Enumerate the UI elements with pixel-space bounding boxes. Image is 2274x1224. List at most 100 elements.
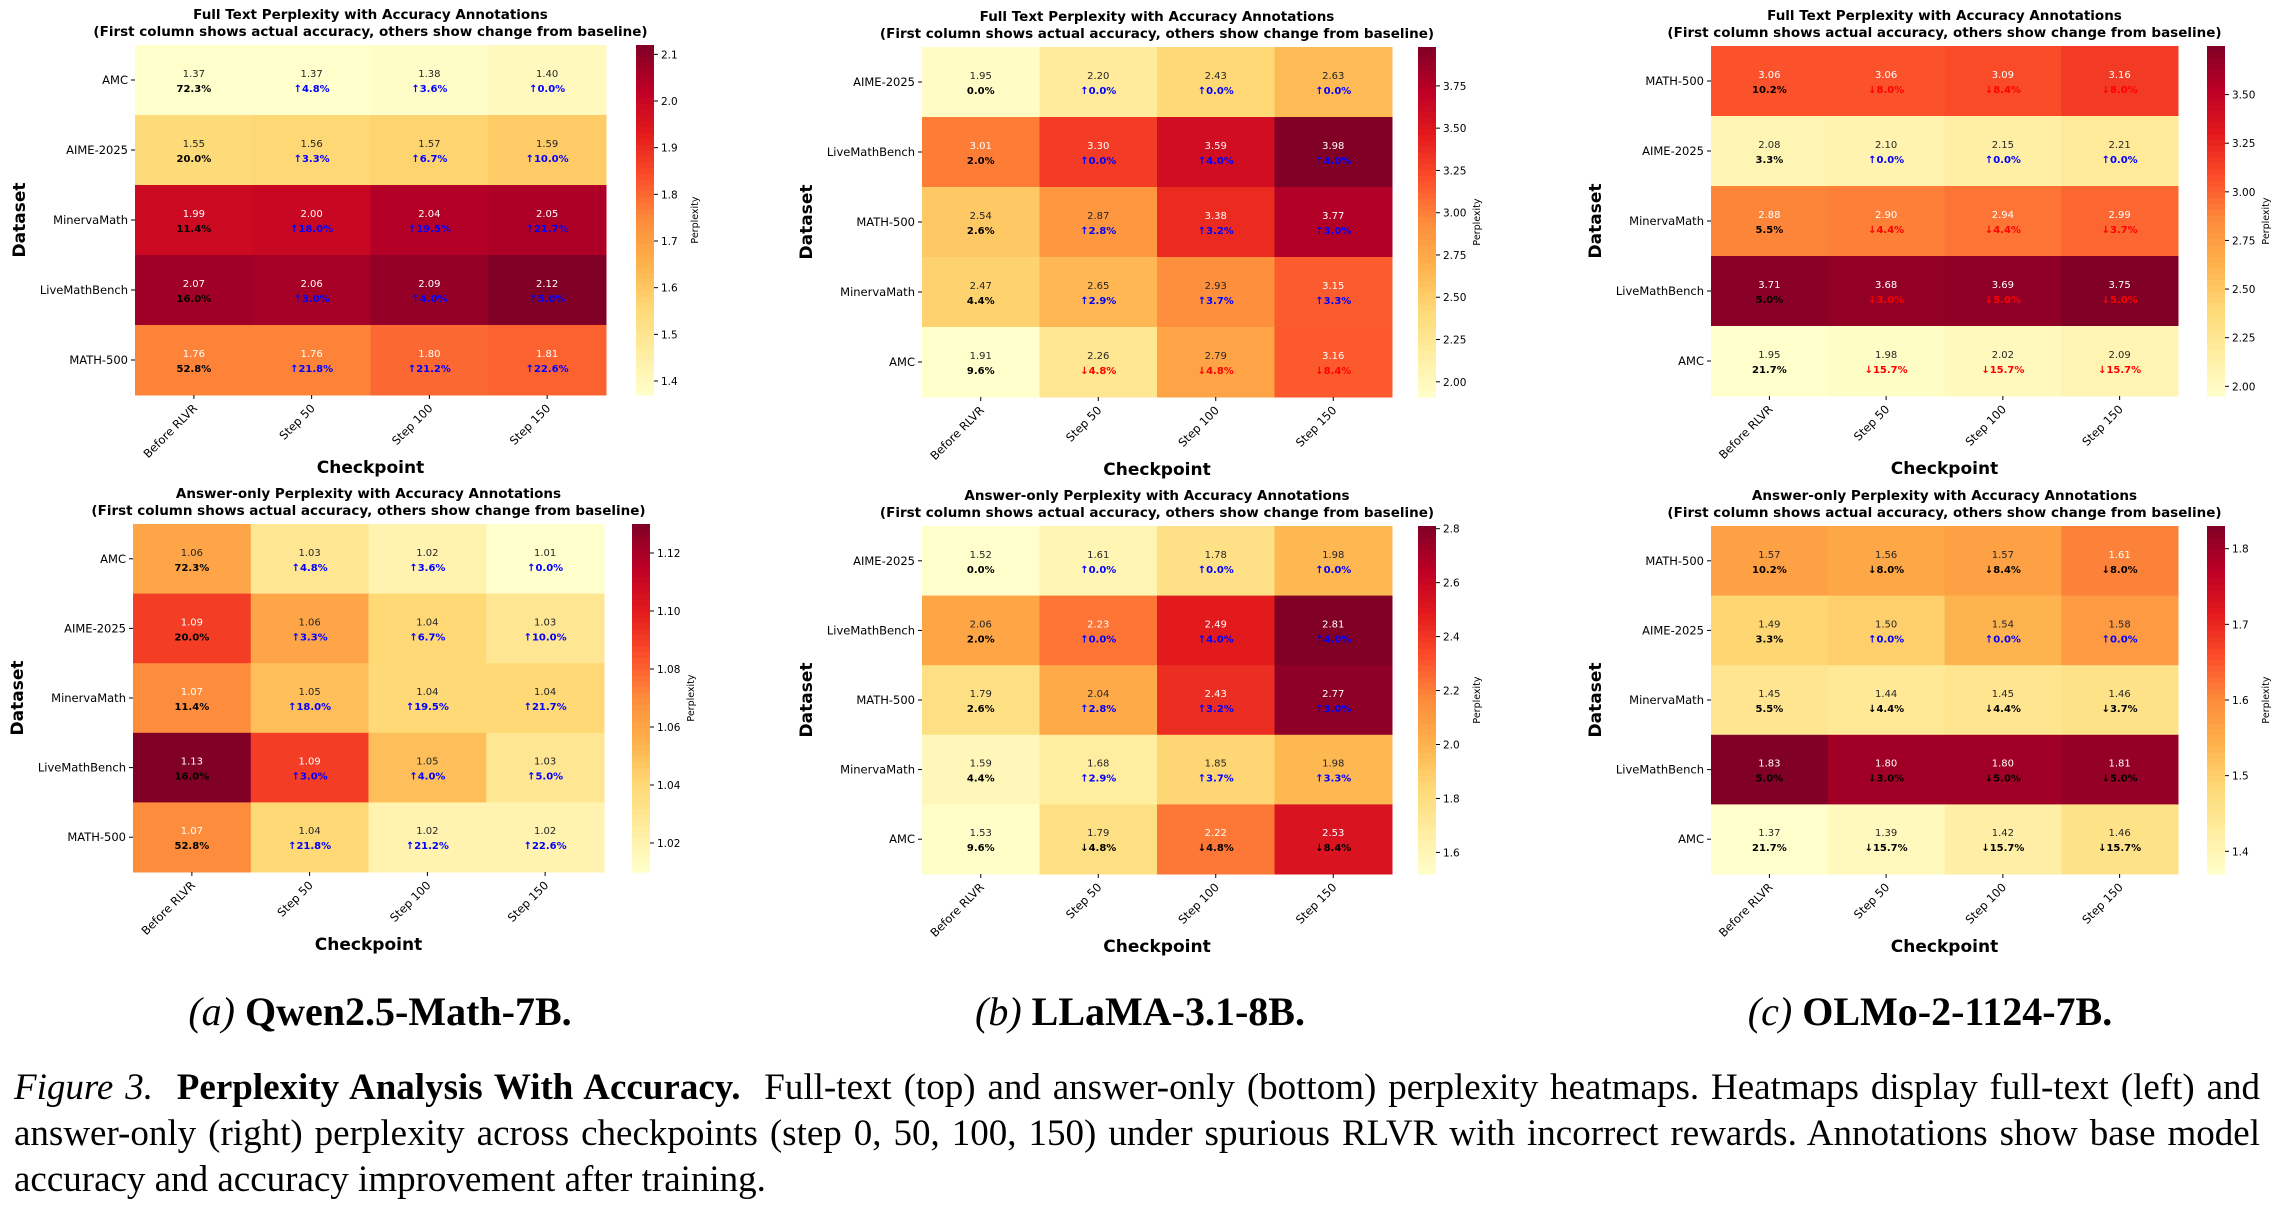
panel-3-colorbar-segment: [2207, 203, 2225, 210]
panel-2-cell-annotation: ↑3.7%: [1198, 296, 1234, 307]
panel-4-title-line-2: (First column shows actual accuracy, oth…: [91, 503, 645, 519]
panel-5-cell-value: 1.61: [1087, 550, 1109, 561]
panel-4-cell-value: 1.06: [181, 548, 203, 559]
panel-2-colorbar-segment: [1418, 350, 1436, 357]
panel-5-cell: [1274, 526, 1393, 597]
panel-6-colorbar-segment: [2207, 682, 2225, 689]
panel-6-cell-annotation: 3.3%: [1756, 634, 1784, 645]
panel-5-cell-annotation: ↑0.0%: [1198, 565, 1234, 576]
panel-4-cell-value: 1.03: [534, 617, 556, 628]
panel-5-colorbar-segment: [1418, 560, 1436, 568]
panel-6-colorbar-tick-label: 1.6: [2232, 695, 2249, 707]
panel-4-cell-value: 1.03: [534, 757, 556, 768]
panel-1-colorbar-segment: [636, 266, 654, 274]
panel-2-cell-value: 2.65: [1087, 281, 1109, 292]
panel-4-colorbar-segment: [632, 611, 650, 618]
panel-1-xtick-label: Step 50: [276, 401, 317, 442]
panel-3-colorbar-segment: [2207, 256, 2225, 263]
subcaption-c-name: OLMo-2-1124-7B.: [1802, 989, 2113, 1034]
panel-6-colorbar-segment: [2207, 601, 2225, 608]
panel-2-cell: [1274, 187, 1393, 258]
panel-1-colorbar-segment: [636, 208, 654, 215]
panel-4-cell-value: 1.04: [416, 687, 438, 698]
panel-4-cell-value: 1.07: [181, 826, 203, 837]
panel-6-cell-annotation: ↓15.7%: [1865, 843, 1908, 854]
panel-2-cell-annotation: ↑0.0%: [1080, 156, 1116, 167]
panel-1-colorbar-tick-label: 1.7: [661, 236, 678, 248]
panel-5-cell: [1157, 526, 1275, 597]
panel-1-colorbar-segment: [636, 365, 654, 373]
panel-5-cell-value: 1.98: [1322, 759, 1344, 770]
panel-3-cell-annotation: ↑0.0%: [2102, 155, 2138, 166]
panel-6-cell-annotation: ↓5.0%: [2102, 774, 2138, 785]
panel-2-cell-value: 1.95: [970, 71, 992, 82]
panel-1-colorbar-segment: [636, 80, 654, 87]
panel-5-cell: [1274, 804, 1393, 875]
panel-5-cell: [922, 526, 1040, 597]
panel-1-cell: [135, 325, 254, 396]
panel-4-cell-annotation: 52.8%: [175, 841, 210, 852]
panel-5-cell: [1157, 595, 1275, 666]
panel-3-colorbar-segment: [2207, 191, 2225, 199]
panel-1-cell: [370, 45, 489, 116]
panel-1-cell-annotation: ↑19.5%: [408, 224, 451, 235]
panel-2-colorbar-segment: [1418, 315, 1436, 322]
panel-6-colorbar-segment: [2207, 676, 2225, 684]
panel-3-colorbar-segment: [2207, 337, 2225, 345]
panel-1-cell-annotation: ↑4.0%: [411, 294, 447, 305]
panel-1-colorbar-segment: [636, 360, 654, 367]
panel-2-colorbar-segment: [1418, 222, 1436, 229]
panel-5-cell: [1157, 665, 1275, 736]
panel-4-cell-value: 1.07: [181, 687, 203, 698]
panel-4-cell-value: 1.02: [534, 826, 556, 837]
panel-4-cell-annotation: ↑21.7%: [524, 702, 567, 713]
panel-1-cell-value: 2.04: [418, 209, 440, 220]
panel-6-colorbar-segment: [2207, 560, 2225, 568]
panel-1-cell-annotation: 20.0%: [177, 154, 212, 165]
panel-6-colorbar-segment: [2207, 543, 2225, 550]
panel-5-colorbar-segment: [1418, 798, 1436, 805]
panel-1-cell: [370, 185, 489, 256]
panel-5-cell: [922, 734, 1040, 805]
panel-1-colorbar-segment: [636, 132, 654, 139]
subcaption-b-name: LLaMA-3.1-8B.: [1031, 989, 1305, 1034]
panel-1-cell-value: 2.05: [536, 209, 558, 220]
panel-4-colorbar-segment: [632, 854, 650, 861]
panel-6-cell-value: 1.46: [2108, 689, 2130, 700]
panel-2-colorbar-segment: [1418, 274, 1436, 281]
panel-6-cell: [1711, 665, 1829, 736]
panel-4-colorbar-tick-label: 1.04: [657, 780, 681, 792]
panel-5-ylabel: Dataset: [797, 663, 817, 738]
panel-3-colorbar-segment: [2207, 314, 2225, 321]
panel-2-colorbar-segment: [1418, 327, 1436, 334]
panel-4-colorbar-segment: [632, 535, 650, 542]
panel-5-colorbar-segment: [1418, 821, 1436, 829]
panel-6-colorbar-segment: [2207, 624, 2225, 631]
panel-2-colorbar-segment: [1418, 198, 1436, 206]
panel-5-colorbar-segment: [1418, 740, 1436, 747]
panel-2-ytick-label: AMC: [889, 355, 915, 369]
panel-3-colorbar-tick-label: 2.00: [2232, 381, 2255, 393]
panel-6-colorbar-segment: [2207, 647, 2225, 655]
caption-title: Perplexity Analysis With Accuracy.: [176, 1067, 741, 1108]
panel-4-ytick-label: MinervaMath: [51, 691, 126, 705]
panel-2-colorbar-segment: [1418, 105, 1436, 112]
panel-3-colorbar-segment: [2207, 302, 2225, 310]
panel-5-colorbar-segment: [1418, 566, 1436, 573]
panel-6-cell-annotation: ↓4.4%: [1868, 704, 1904, 715]
panel-3-ytick-label: MinervaMath: [1629, 214, 1704, 228]
panel-5-cell-annotation: ↑0.0%: [1080, 565, 1116, 576]
panel-3-colorbar-segment: [2207, 349, 2225, 356]
panel-5-colorbar-segment: [1418, 711, 1436, 718]
panel-2-cell: [1274, 257, 1393, 328]
panel-2-cell-annotation: ↑3.2%: [1198, 226, 1234, 237]
panel-5-cell-value: 1.52: [970, 550, 992, 561]
panel-2-colorbar-tick-label: 3.00: [1443, 208, 1466, 220]
panel-2-cell-annotation: 2.6%: [967, 226, 995, 237]
panel-4-colorbar-segment: [632, 616, 650, 624]
panel-2-colorbar-tick-label: 3.75: [1443, 81, 1466, 93]
panel-1-ytick-label: AMC: [102, 73, 128, 87]
panel-5-colorbar-segment: [1418, 810, 1436, 817]
panel-5-cell-annotation: ↑3.2%: [1198, 704, 1234, 715]
panel-4-ytick-label: AMC: [100, 552, 126, 566]
